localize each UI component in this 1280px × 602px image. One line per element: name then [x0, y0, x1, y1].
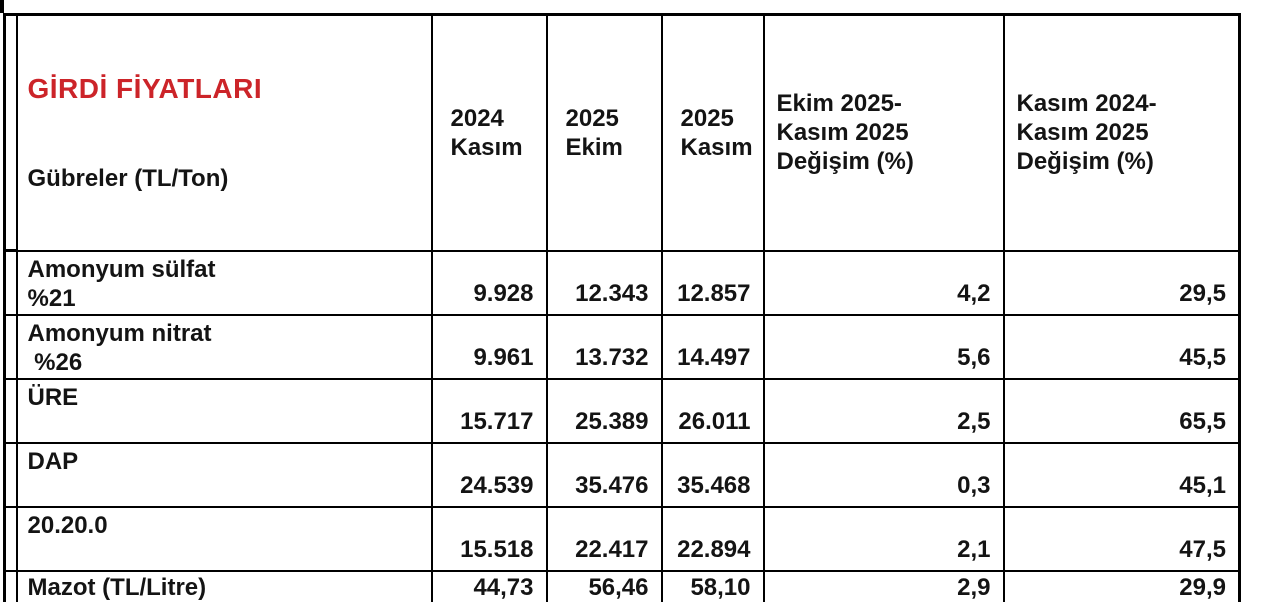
header-row: GİRDİ FİYATLARI Gübreler (TL/Ton) 2024 K… [4, 13, 1241, 253]
cell: 2,9 [762, 569, 1005, 602]
cell: 4,2 [762, 249, 1005, 316]
cell: 13.732 [545, 313, 663, 380]
cell: 45,1 [1002, 441, 1241, 508]
table-subtitle: Gübreler (TL/Ton) [27, 165, 229, 193]
cell: 65,5 [1002, 377, 1241, 444]
cell: 12.343 [545, 249, 663, 316]
table-row-mazot: Mazot (TL/Litre) 44,73 56,46 58,10 2,9 2… [3, 569, 1241, 602]
cell: 29,9 [1002, 569, 1241, 602]
input-prices-table: GİRDİ FİYATLARI Gübreler (TL/Ton) 2024 K… [3, 13, 1242, 602]
cell: 0,3 [762, 441, 1005, 508]
sliver-cell [3, 505, 18, 572]
table-title: GİRDİ FİYATLARI [27, 73, 263, 105]
sliver-cell [3, 569, 18, 602]
cell: 9.928 [430, 249, 548, 316]
row-label: Amonyum sülfat %21 [15, 249, 433, 316]
cell: 29,5 [1002, 249, 1241, 316]
cell: 14.497 [660, 313, 765, 380]
cell: 22.417 [545, 505, 663, 572]
cell: 45,5 [1002, 313, 1241, 380]
cell: 44,73 [430, 569, 548, 602]
column-header-2025-kasim: 2025 Kasım [660, 13, 765, 252]
row-label: ÜRE [15, 377, 433, 444]
cell: 25.389 [545, 377, 663, 444]
cell: 22.894 [660, 505, 765, 572]
cell: 9.961 [430, 313, 548, 380]
cell: 58,10 [660, 569, 765, 602]
column-header-yearly-change: Kasım 2024- Kasım 2025 Değişim (%) [1002, 13, 1241, 252]
table-body: Amonyum sülfat %21 9.928 12.343 12.857 4… [3, 249, 1241, 602]
cell: 35.476 [545, 441, 663, 508]
row-label: DAP [15, 441, 433, 508]
table-row-ure: ÜRE 15.717 25.389 26.011 2,5 65,5 [3, 377, 1241, 444]
cell: 12.857 [660, 249, 765, 316]
cell: 5,6 [762, 313, 1005, 380]
sliver-cell [4, 14, 17, 253]
sliver-cell [3, 249, 18, 316]
cell: 15.717 [430, 377, 548, 444]
cell: 15.518 [430, 505, 548, 572]
table-row-20-20-0: 20.20.0 15.518 22.417 22.894 2,1 47,5 [3, 505, 1241, 572]
column-header-2025-ekim: 2025 Ekim [545, 13, 663, 252]
cell: 56,46 [545, 569, 663, 602]
table-row-dap: DAP 24.539 35.476 35.468 0,3 45,1 [3, 441, 1241, 508]
row-label: Mazot (TL/Litre) [15, 569, 433, 602]
table-row-amonyum-nitrat: Amonyum nitrat %26 9.961 13.732 14.497 5… [3, 313, 1241, 380]
cell: 47,5 [1002, 505, 1241, 572]
row-label: Amonyum nitrat %26 [15, 313, 433, 380]
column-header-monthly-change: Ekim 2025- Kasım 2025 Değişim (%) [762, 13, 1005, 252]
screenshot-edge-artifact [0, 0, 4, 13]
cell: 2,1 [762, 505, 1005, 572]
sliver-cell [3, 441, 18, 508]
table-row-amonyum-sulfat: Amonyum sülfat %21 9.928 12.343 12.857 4… [3, 249, 1241, 316]
cell: 24.539 [430, 441, 548, 508]
table-header: GİRDİ FİYATLARI Gübreler (TL/Ton) 2024 K… [4, 13, 1241, 253]
table-title-cell: GİRDİ FİYATLARI Gübreler (TL/Ton) [15, 13, 433, 252]
sliver-cell [3, 377, 18, 444]
cell: 26.011 [660, 377, 765, 444]
sliver-cell [3, 313, 18, 380]
cell: 2,5 [762, 377, 1005, 444]
column-header-2024-kasim: 2024 Kasım [430, 13, 548, 252]
cell: 35.468 [660, 441, 765, 508]
row-label: 20.20.0 [15, 505, 433, 572]
